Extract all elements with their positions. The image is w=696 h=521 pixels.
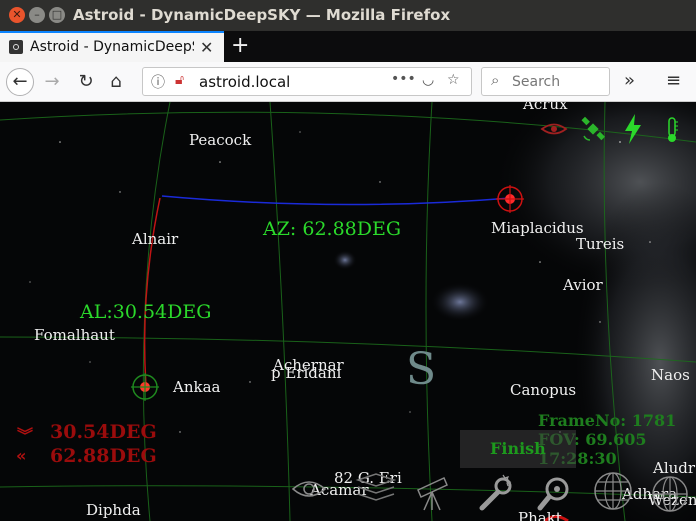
search-icon: ⌕ xyxy=(491,71,500,89)
star-label: Miaplacidus xyxy=(491,219,584,237)
reload-button[interactable]: ↻ xyxy=(78,71,94,92)
star-label: Alnair xyxy=(132,230,179,248)
magnifier-icon[interactable] xyxy=(536,474,576,514)
star-label: Canopus xyxy=(510,381,577,399)
target-reticle-miaplacidus xyxy=(496,185,524,213)
target-altitude: 30.54DEG xyxy=(50,421,157,443)
star-label: Avior xyxy=(563,276,603,294)
star-label: Aludr xyxy=(653,459,696,477)
eye-icon[interactable] xyxy=(540,120,568,138)
telescope-icon[interactable] xyxy=(414,472,454,512)
star-label: Phakt xyxy=(518,509,562,521)
star-label: Peacock xyxy=(189,131,252,149)
star-label: Diphda xyxy=(86,501,141,519)
target-reticle-ankaa xyxy=(131,373,159,401)
nav-bar: ← → ↻ ⌂ ⓘ 🔓︎ astroid.local ••• ◡ ☆ ⌕ Sea… xyxy=(0,62,696,102)
bookmark-star-icon[interactable]: ☆ xyxy=(447,72,460,88)
search-placeholder: Search xyxy=(512,74,561,90)
favicon-icon xyxy=(9,40,23,54)
insecure-lock-icon[interactable]: 🔓︎ xyxy=(175,72,185,88)
layers-icon[interactable] xyxy=(354,472,398,502)
home-button[interactable]: ⌂ xyxy=(110,71,122,92)
search-field[interactable]: ⌕ Search xyxy=(481,67,610,96)
overflow-button[interactable]: » xyxy=(624,70,636,91)
eye-outline-icon[interactable] xyxy=(291,476,327,502)
globe-grid-icon[interactable] xyxy=(592,470,634,512)
finish-button[interactable]: Finish xyxy=(460,430,576,468)
page-actions-button[interactable]: ••• xyxy=(391,71,416,87)
window-maximize-button[interactable]: □ xyxy=(49,7,65,23)
azimuth-direction-icon: « xyxy=(16,446,27,465)
finish-label: Finish xyxy=(490,439,546,458)
star-label: Acrux xyxy=(523,102,568,113)
star-label: Tureis xyxy=(576,235,625,253)
thermometer-icon xyxy=(668,117,678,142)
star-label: Ankaa xyxy=(173,378,221,396)
window-title: Astroid - DynamicDeepSKY — Mozilla Firef… xyxy=(73,6,451,24)
pocket-icon[interactable]: ◡ xyxy=(422,72,435,88)
star-label: Fomalhaut xyxy=(34,326,115,344)
star-label: Naos xyxy=(651,366,690,384)
window-close-button[interactable]: ✕ xyxy=(9,7,25,23)
window-titlebar: ✕ – □ Astroid - DynamicDeepSKY — Mozilla… xyxy=(0,0,696,31)
tab-close-button[interactable]: ✕ xyxy=(200,38,214,57)
target-azimuth: 62.88DEG xyxy=(50,445,157,467)
url-bar[interactable]: ⓘ 🔓︎ astroid.local ••• ◡ ☆ xyxy=(142,67,472,96)
star-label: Acamar xyxy=(310,481,369,499)
tab-astroid[interactable]: Astroid - DynamicDeepSKY ✕ xyxy=(0,31,224,62)
satellite-icon[interactable] xyxy=(580,116,606,142)
star-label: Achernar xyxy=(273,356,344,374)
url-text[interactable]: astroid.local xyxy=(199,73,291,91)
menu-button[interactable]: ≡ xyxy=(666,70,682,91)
altitude-direction-icon: ︾ xyxy=(17,426,34,445)
wrench-icon[interactable] xyxy=(474,474,514,514)
window-minimize-button[interactable]: – xyxy=(29,7,45,23)
globe-icon[interactable] xyxy=(650,474,690,514)
sky-view[interactable]: Acrux Peacock Miaplacidus Tureis Alnair … xyxy=(0,102,696,521)
altitude-readout: AL:30.54DEG xyxy=(80,301,212,323)
frame-number: FrameNo: 1781 xyxy=(538,411,677,430)
sky-graphics xyxy=(0,102,696,521)
tab-strip: Astroid - DynamicDeepSKY ✕ + xyxy=(0,31,696,62)
lightning-icon xyxy=(625,114,641,144)
star-label: p Eridani xyxy=(271,364,342,382)
forward-button[interactable]: → xyxy=(44,71,60,92)
new-tab-button[interactable]: + xyxy=(231,33,250,58)
tab-label: Astroid - DynamicDeepSKY xyxy=(30,39,194,55)
azimuth-readout: AZ: 62.88DEG xyxy=(263,218,402,240)
info-icon[interactable]: ⓘ xyxy=(151,75,165,91)
cardinal-south: S xyxy=(406,344,437,395)
back-button[interactable]: ← xyxy=(6,68,34,96)
